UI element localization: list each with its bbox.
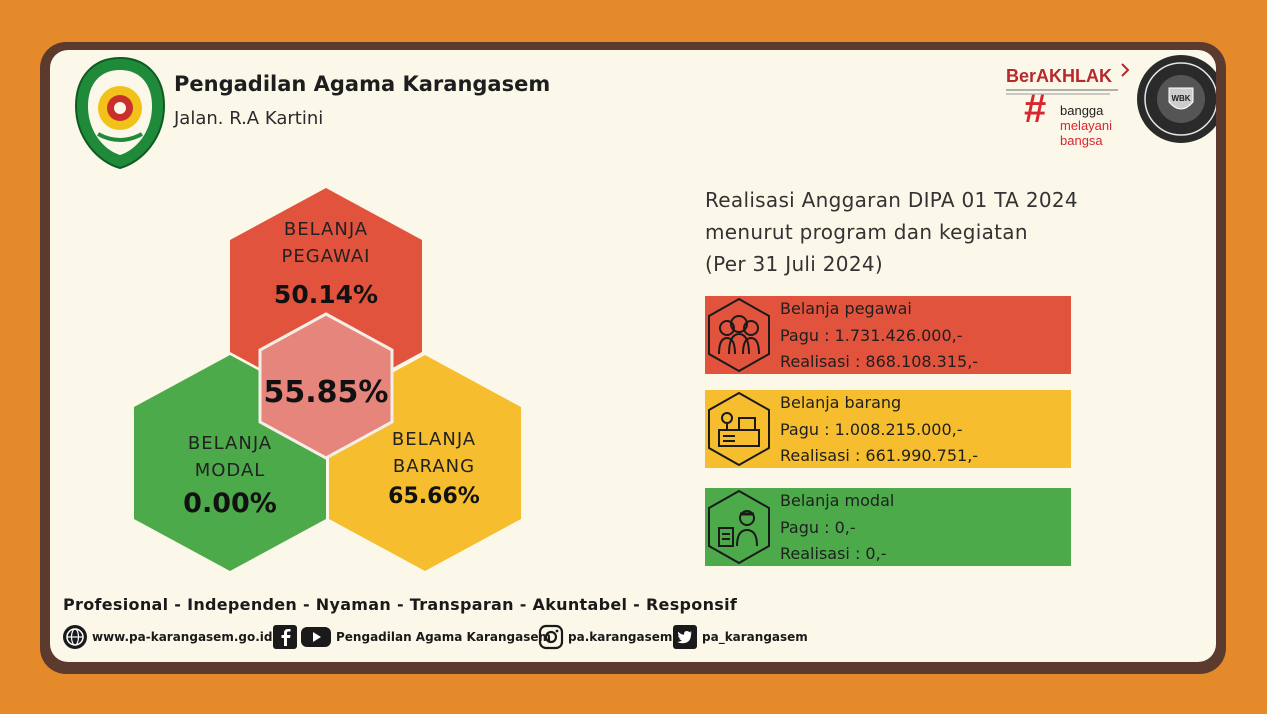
hex-total-value: 55.85% — [263, 375, 389, 410]
item-box-pegawai: Belanja pegawai Pagu : 1.731.426.000,- R… — [705, 296, 1071, 374]
people-group-icon — [708, 297, 770, 373]
svg-text:WBK: WBK — [1171, 94, 1190, 103]
hex-modal-label-line2: MODAL — [194, 460, 266, 481]
hex-barang-label-line2: BARANG — [392, 456, 476, 477]
item-pagu: Pagu : 1.008.215.000,- — [780, 419, 963, 439]
item-box-barang: Belanja barang Pagu : 1.008.215.000,- Re… — [705, 390, 1071, 468]
item-name: Belanja modal — [780, 491, 895, 510]
tagline: Profesional - Independen - Nyaman - Tran… — [63, 595, 738, 614]
report-title-line1: Realisasi Anggaran DIPA 01 TA 2024 — [705, 188, 1078, 212]
hexagon-center — [258, 312, 394, 460]
organization-name: Pengadilan Agama Karangasem — [174, 72, 551, 96]
footer-facebook-youtube[interactable]: Pengadilan Agama Karangasem — [272, 622, 551, 652]
twitter-text: pa_karangasem — [702, 630, 808, 644]
hex-modal-value: 0.00% — [183, 488, 277, 519]
report-title-line3: (Per 31 Juli 2024) — [705, 252, 883, 276]
report-title-line2: menurut program dan kegiatan — [705, 220, 1028, 244]
footer-instagram[interactable]: pa.karangasem — [538, 622, 672, 652]
hex-pegawai-label-line1: BELANJA — [283, 219, 369, 240]
globe-icon — [63, 625, 87, 649]
item-pagu: Pagu : 0,- — [780, 517, 856, 537]
facebook-youtube-text: Pengadilan Agama Karangasem — [336, 630, 551, 644]
court-seal-logo — [74, 56, 166, 170]
svg-text:bangsa: bangsa — [1060, 133, 1103, 148]
footer-twitter[interactable]: pa_karangasem — [672, 622, 808, 652]
item-name: Belanja barang — [780, 393, 902, 412]
item-name: Belanja pegawai — [780, 299, 912, 318]
hex-modal-label-line1: BELANJA — [187, 433, 273, 454]
item-realisasi: Realisasi : 868.108.315,- — [780, 352, 979, 371]
twitter-icon — [673, 625, 697, 649]
item-realisasi: Realisasi : 0,- — [780, 544, 887, 563]
office-desk-icon — [708, 391, 770, 467]
item-box-modal: Belanja modal Pagu : 0,- Realisasi : 0,- — [705, 488, 1071, 566]
item-realisasi: Realisasi : 661.990.751,- — [780, 446, 979, 465]
hex-barang-value: 65.66% — [388, 484, 480, 509]
poster-frame: Pengadilan Agama Karangasem Jalan. R.A K… — [40, 42, 1226, 674]
organization-address: Jalan. R.A Kartini — [174, 108, 324, 129]
website-text: www.pa-karangasem.go.id — [92, 630, 273, 644]
item-pagu: Pagu : 1.731.426.000,- — [780, 325, 963, 345]
footer-contacts: www.pa-karangasem.go.id Pengadilan Agama… — [62, 622, 862, 652]
item-text-barang: Belanja barang Pagu : 1.008.215.000,- Re… — [780, 390, 978, 470]
berakhlak-logo: BerAKHLAK # bangga melayani bangsa — [1006, 63, 1130, 148]
poster-content: Pengadilan Agama Karangasem Jalan. R.A K… — [50, 50, 1216, 662]
hex-pegawai-label: BELANJA PEGAWAI — [246, 216, 406, 270]
youtube-icon — [301, 627, 331, 647]
instagram-text: pa.karangasem — [568, 630, 673, 644]
footer-website[interactable]: www.pa-karangasem.go.id — [62, 622, 272, 652]
svg-text:melayani: melayani — [1060, 118, 1112, 133]
hex-pegawai-value: 50.14% — [273, 280, 379, 309]
zona-integritas-badge: WBK — [1137, 55, 1216, 143]
facebook-icon — [273, 625, 297, 649]
svg-text:bangga: bangga — [1060, 103, 1104, 118]
hex-modal-label: BELANJA MODAL — [150, 430, 310, 484]
report-title: Realisasi Anggaran DIPA 01 TA 2024 menur… — [705, 184, 1078, 280]
instagram-icon — [538, 624, 564, 650]
worker-building-icon — [708, 489, 770, 565]
hex-pegawai-label-line2: PEGAWAI — [281, 246, 371, 267]
hexagon-chart: BELANJA PEGAWAI 50.14% BELANJA MODAL 0.0… — [130, 180, 530, 580]
hex-barang-label: BELANJA BARANG — [354, 426, 514, 480]
svg-text:#: # — [1024, 87, 1046, 131]
item-text-pegawai: Belanja pegawai Pagu : 1.731.426.000,- R… — [780, 296, 978, 376]
svg-text:BerAKHLAK: BerAKHLAK — [1006, 66, 1112, 86]
hex-barang-label-line1: BELANJA — [391, 429, 477, 450]
item-text-modal: Belanja modal Pagu : 0,- Realisasi : 0,- — [780, 488, 894, 568]
